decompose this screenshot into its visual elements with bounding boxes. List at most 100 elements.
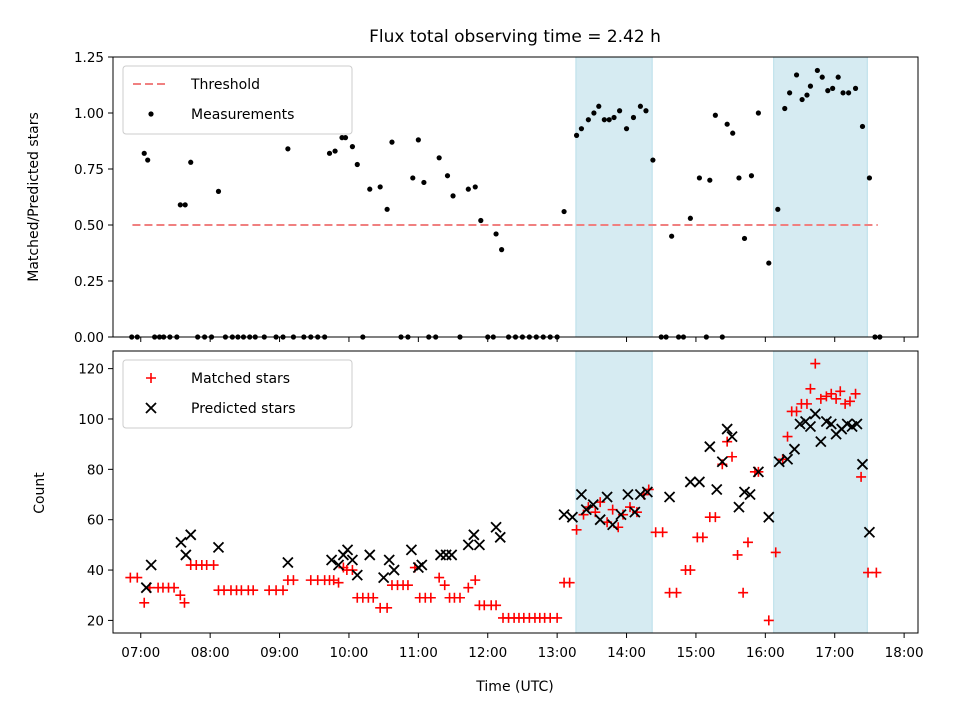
measurement-point <box>215 188 222 194</box>
measurement-point <box>601 117 607 123</box>
measurement-point <box>866 175 873 181</box>
measurement-point <box>585 117 591 123</box>
predicted-star-point <box>738 486 751 498</box>
predicted-star-point <box>494 531 506 543</box>
measurement-point <box>630 114 637 121</box>
matched-star-point <box>871 567 882 578</box>
measurement-point <box>852 85 859 91</box>
y-tick-label: 100 <box>78 412 104 428</box>
predicted-star-point <box>462 539 474 551</box>
matched-star-point <box>710 512 721 523</box>
top-y-axis-label: Matched/Predicted stars <box>26 112 42 282</box>
measurement-point <box>611 114 617 121</box>
measurement-point <box>616 108 623 114</box>
matched-star-point <box>328 575 339 586</box>
measurement-point <box>819 74 825 80</box>
predicted-star-point <box>721 423 733 435</box>
measurement-point <box>807 83 814 89</box>
legend-measurement-swatch <box>148 111 154 117</box>
measurement-point <box>573 132 580 138</box>
measurement-point <box>436 155 442 161</box>
matched-star-point <box>368 592 379 603</box>
y-tick-label: 0.25 <box>74 274 104 290</box>
x-tick-label: 11:00 <box>399 645 438 661</box>
measurement-point <box>707 177 713 183</box>
matched-star-point <box>139 597 150 608</box>
legend-entry-label: Threshold <box>190 77 260 93</box>
measurement-point <box>478 217 484 224</box>
measurement-point <box>145 157 151 163</box>
matched-star-point <box>439 580 450 591</box>
y-tick-label: 1.25 <box>74 50 104 66</box>
matched-star-point <box>463 582 474 593</box>
legend: Matched stars Predicted stars <box>122 359 353 429</box>
measurement-point <box>188 159 194 165</box>
measurement-point <box>182 202 188 208</box>
matched-star-point <box>742 537 753 548</box>
legend-entry-label: Measurements <box>191 107 294 123</box>
matched-star-point <box>738 587 749 598</box>
top-panel: 0.00 0.25 0.50 0.75 1.00 1.25 Threshold Measure… <box>74 50 919 346</box>
predicted-star-point <box>378 571 390 584</box>
shaded-region <box>575 350 653 634</box>
predicted-star-point <box>405 544 418 556</box>
matched-star-point <box>697 532 708 543</box>
bottom-y-axis-label: Count <box>32 472 48 514</box>
measurement-point <box>669 233 675 239</box>
matched-star-point <box>685 565 696 576</box>
predicted-star-point <box>575 488 588 501</box>
measurement-point <box>141 150 147 156</box>
matched-star-point <box>856 471 867 482</box>
measurement-point <box>775 206 781 212</box>
matched-star-point <box>552 612 563 623</box>
predicted-star-point <box>663 491 676 503</box>
matched-star-point <box>826 388 837 399</box>
x-tick-label: 09:00 <box>260 645 299 661</box>
y-tick-label: 20 <box>87 613 104 629</box>
predicted-star-point <box>175 536 187 548</box>
predicted-star-point <box>332 559 345 571</box>
measurement-point <box>493 231 499 237</box>
predicted-star-point <box>825 418 837 430</box>
x-tick-label: 15:00 <box>676 645 715 661</box>
predicted-star-point <box>446 549 458 561</box>
predicted-star-point <box>809 408 821 420</box>
matched-star-point <box>732 549 743 560</box>
predicted-star-point <box>282 556 294 569</box>
measurement-point <box>499 247 505 253</box>
measurement-point <box>840 90 846 96</box>
measurement-point <box>349 144 356 150</box>
measurement-point <box>637 103 644 109</box>
matched-star-point <box>288 575 299 586</box>
x-tick-label: 17:00 <box>815 645 854 661</box>
legend: Threshold Measurements <box>122 65 353 135</box>
predicted-star-point <box>140 582 152 594</box>
predicted-star-point <box>473 539 486 551</box>
predicted-star-point <box>180 549 192 561</box>
measurement-point <box>367 186 373 192</box>
matched-star-point <box>169 582 180 593</box>
measurement-point <box>846 90 852 96</box>
matched-star-point <box>671 587 682 598</box>
predicted-star-point <box>726 430 738 443</box>
predicted-star-point <box>794 418 806 430</box>
axes-frame <box>112 350 919 634</box>
legend-matched-swatch <box>146 373 156 383</box>
matched-star-point <box>571 524 582 535</box>
predicted-star-point <box>641 486 653 498</box>
y-tick-label: 40 <box>87 563 104 579</box>
x-tick-label: 18:00 <box>885 645 924 661</box>
predicted-star-point <box>711 483 723 496</box>
predicted-star-point <box>388 564 400 576</box>
measurement-point <box>712 112 718 118</box>
shaded-region <box>575 56 653 338</box>
predicted-star-point <box>773 456 785 468</box>
measurement-point <box>410 175 416 181</box>
matched-star-point <box>815 393 826 404</box>
x-axis-label: Time (UTC) <box>475 679 553 695</box>
predicted-star-point <box>684 476 697 488</box>
bottom-panel: 20 40 60 80 100 120 07:00 08:00 09:00 10:00 11:00 1… <box>78 350 924 661</box>
predicted-star-point <box>752 466 765 478</box>
measurement-point <box>830 85 836 91</box>
